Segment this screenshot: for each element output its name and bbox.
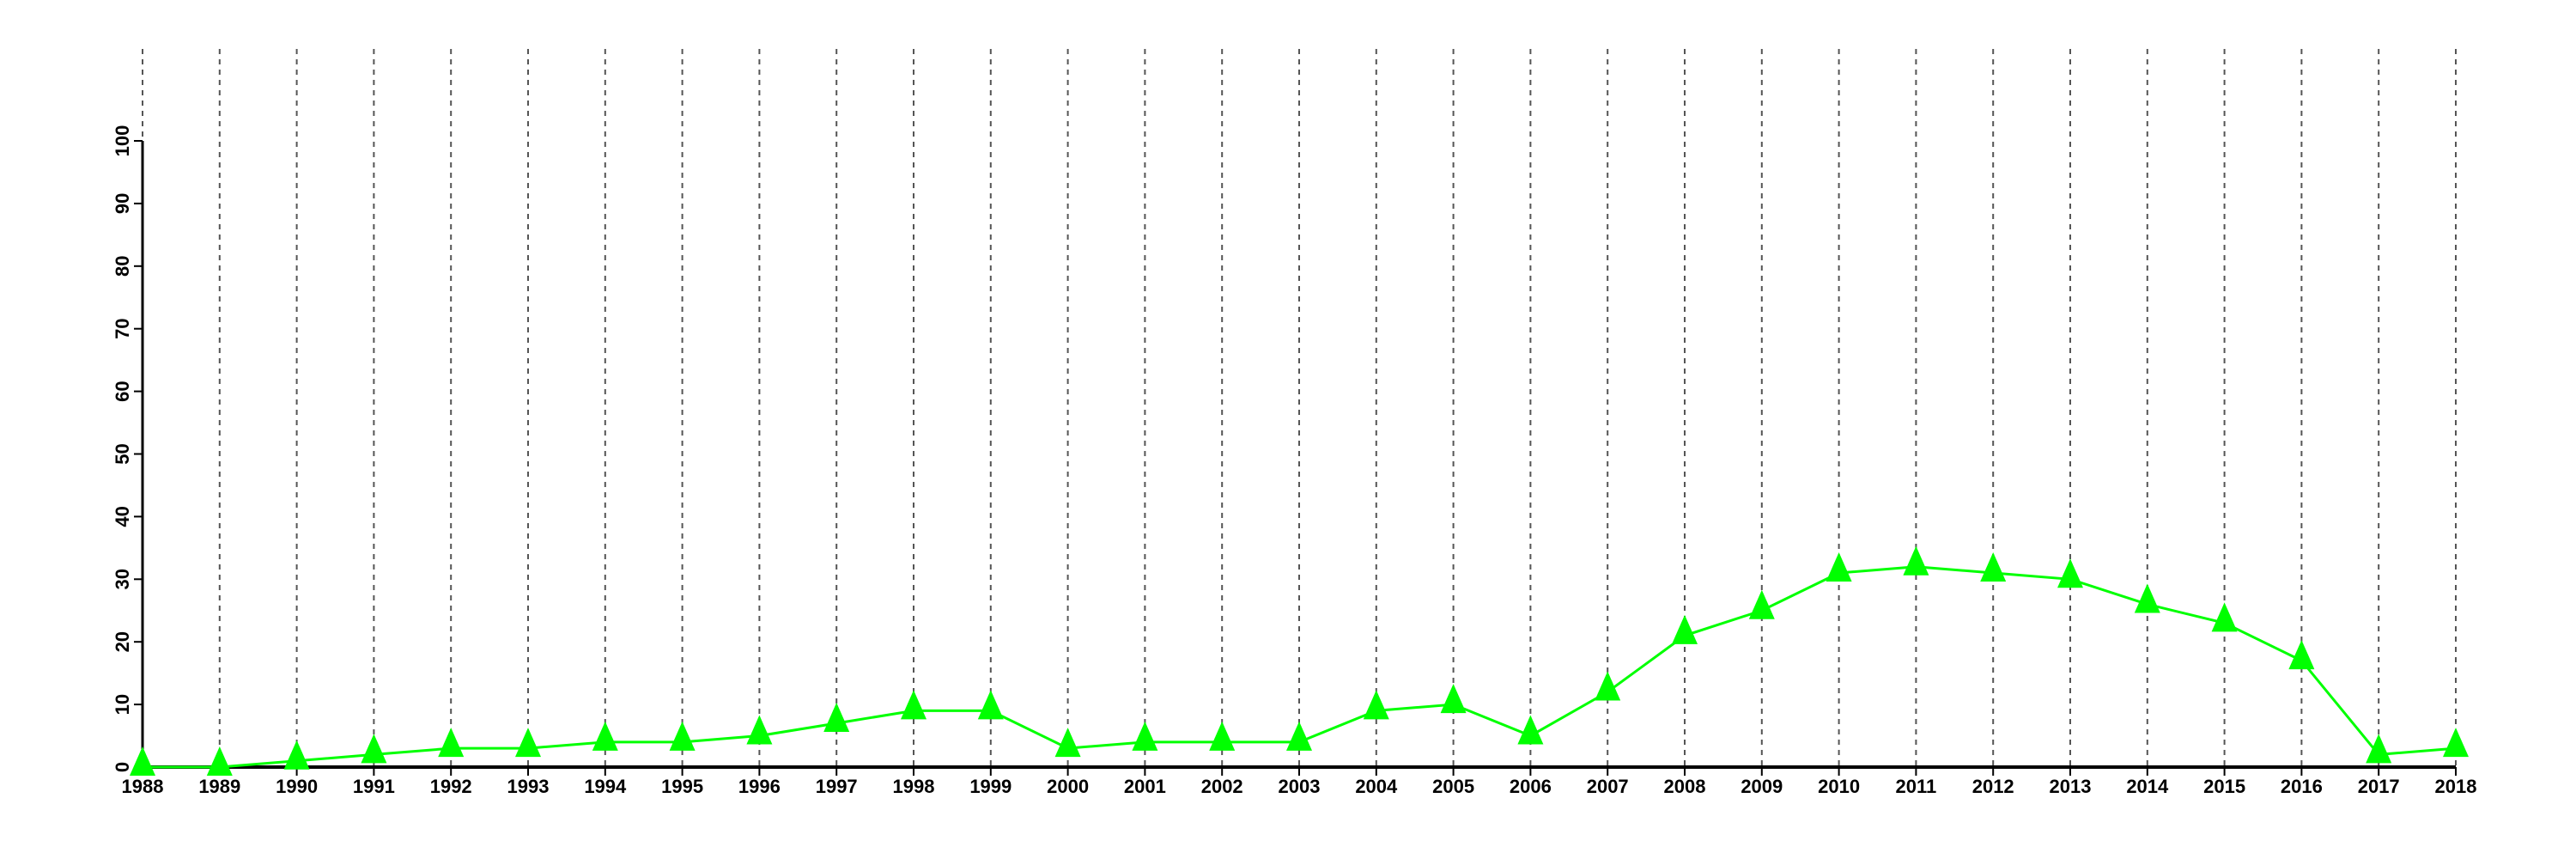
y-tick-label: 80 bbox=[112, 256, 133, 277]
x-tick-label: 2000 bbox=[1047, 776, 1089, 797]
data-point-triangle bbox=[2211, 602, 2238, 632]
x-tick-label: 1999 bbox=[969, 776, 1012, 797]
x-tick-label: 2015 bbox=[2203, 776, 2245, 797]
data-point-triangle bbox=[2057, 558, 2083, 588]
data-point-triangle bbox=[1054, 728, 1081, 758]
x-tick-label: 1996 bbox=[738, 776, 781, 797]
x-tick-label: 2004 bbox=[1355, 776, 1398, 797]
x-tick-label: 1997 bbox=[816, 776, 858, 797]
data-point-triangle bbox=[2288, 640, 2315, 670]
x-tick-label: 1993 bbox=[507, 776, 550, 797]
x-tick-label: 2001 bbox=[1124, 776, 1166, 797]
x-tick-label: 2002 bbox=[1201, 776, 1243, 797]
x-tick-label: 1991 bbox=[353, 776, 395, 797]
x-tick-label: 1989 bbox=[198, 776, 240, 797]
data-point-triangle bbox=[1209, 721, 1236, 751]
y-tick-label: 90 bbox=[112, 193, 133, 214]
data-point-triangle bbox=[1748, 589, 1775, 619]
y-tick-label: 0 bbox=[112, 762, 133, 772]
data-point-triangle bbox=[823, 702, 850, 732]
y-tick-label: 70 bbox=[112, 318, 133, 338]
x-tick-label: 2007 bbox=[1587, 776, 1629, 797]
data-point-triangle bbox=[1980, 552, 2007, 582]
x-tick-label: 2013 bbox=[2050, 776, 2092, 797]
x-tick-label: 2008 bbox=[1664, 776, 1706, 797]
data-point-triangle bbox=[2134, 583, 2160, 613]
y-tick-label: 50 bbox=[112, 443, 133, 464]
y-tick-label: 20 bbox=[112, 631, 133, 652]
data-point-triangle bbox=[2366, 734, 2392, 764]
x-tick-label: 1998 bbox=[893, 776, 935, 797]
data-point-triangle bbox=[1363, 690, 1389, 720]
data-point-triangle bbox=[206, 746, 233, 776]
data-point-triangle bbox=[1440, 684, 1467, 714]
x-tick-label: 2016 bbox=[2281, 776, 2323, 797]
y-tick-label: 40 bbox=[112, 506, 133, 527]
data-point-triangle bbox=[515, 728, 541, 758]
x-tick-label: 1994 bbox=[584, 776, 627, 797]
x-tick-label: 2014 bbox=[2126, 776, 2169, 797]
x-tick-label: 1988 bbox=[122, 776, 164, 797]
data-point-triangle bbox=[2443, 728, 2469, 758]
data-point-triangle bbox=[1672, 614, 1698, 644]
x-tick-label: 2010 bbox=[1818, 776, 1860, 797]
y-tick-label: 30 bbox=[112, 569, 133, 589]
x-tick-label: 1992 bbox=[430, 776, 472, 797]
data-point-triangle bbox=[669, 721, 696, 751]
x-tick-label: 1990 bbox=[276, 776, 318, 797]
data-point-triangle bbox=[1826, 552, 1852, 582]
x-tick-label: 1995 bbox=[661, 776, 703, 797]
x-tick-label: 2018 bbox=[2435, 776, 2477, 797]
x-tick-label: 2012 bbox=[1972, 776, 2014, 797]
x-tick-label: 2005 bbox=[1432, 776, 1474, 797]
data-point-triangle bbox=[1517, 715, 1544, 745]
x-tick-label: 2003 bbox=[1279, 776, 1321, 797]
data-point-triangle bbox=[1286, 721, 1312, 751]
data-point-triangle bbox=[283, 740, 310, 770]
y-tick-label: 60 bbox=[112, 381, 133, 401]
data-point-triangle bbox=[746, 715, 773, 745]
x-tick-label: 2017 bbox=[2358, 776, 2400, 797]
y-tick-label: 10 bbox=[112, 694, 133, 715]
data-point-triangle bbox=[130, 746, 155, 776]
y-tick-label: 100 bbox=[112, 125, 133, 157]
data-point-triangle bbox=[592, 721, 618, 751]
x-tick-label: 2009 bbox=[1741, 776, 1783, 797]
x-tick-label: 2006 bbox=[1510, 776, 1552, 797]
data-point-triangle bbox=[977, 690, 1004, 720]
data-point-triangle bbox=[361, 734, 387, 764]
data-point-triangle bbox=[438, 728, 465, 758]
data-point-triangle bbox=[1903, 545, 1929, 576]
data-point-triangle bbox=[1132, 721, 1158, 751]
data-point-triangle bbox=[901, 690, 927, 720]
data-point-triangle bbox=[1595, 671, 1621, 701]
x-tick-label: 2011 bbox=[1896, 776, 1937, 797]
